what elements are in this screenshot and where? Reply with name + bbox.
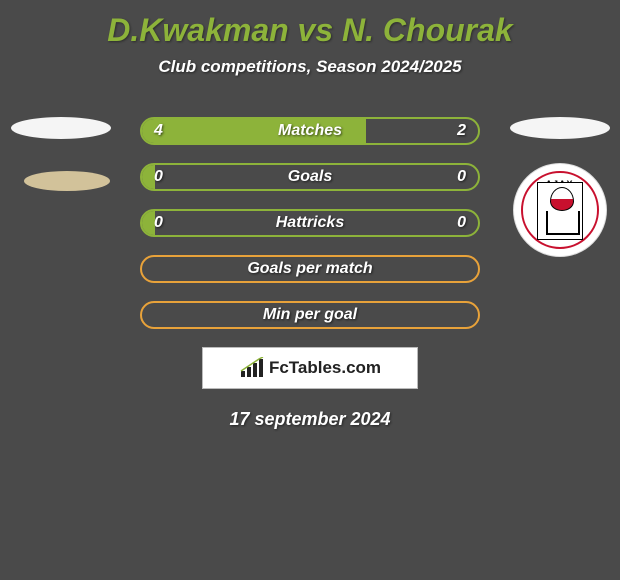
stat-value-left: 0 <box>154 165 163 189</box>
stat-value-right: 0 <box>457 211 466 235</box>
stat-row: 42Matches <box>140 117 480 145</box>
stat-value-right: 0 <box>457 165 466 189</box>
decor-ellipse <box>24 171 110 191</box>
bar-fill-right <box>155 165 478 189</box>
right-player-decor: AJAX <box>507 117 612 257</box>
stat-row: Min per goal <box>140 301 480 329</box>
ajax-badge-icon: AJAX <box>521 171 599 249</box>
stat-row: 00Goals <box>140 163 480 191</box>
stat-value-right: 2 <box>457 119 466 143</box>
logo-text: FcTables.com <box>269 358 381 378</box>
subtitle: Club competitions, Season 2024/2025 <box>0 57 620 77</box>
left-player-decor <box>8 117 113 191</box>
bar-chart-icon <box>239 357 267 379</box>
chart-area: AJAX 42Matches00Goals00HattricksGoals pe… <box>0 117 620 329</box>
decor-ellipse <box>510 117 610 139</box>
comparison-bars: 42Matches00Goals00HattricksGoals per mat… <box>140 117 480 329</box>
date-line: 17 september 2024 <box>0 409 620 430</box>
bar-fill-right <box>142 303 478 327</box>
badge-portrait-icon <box>537 182 583 240</box>
club-badge: AJAX <box>513 163 607 257</box>
page-title: D.Kwakman vs N. Chourak <box>0 0 620 49</box>
stat-row: 00Hattricks <box>140 209 480 237</box>
bar-fill-left <box>142 119 366 143</box>
bar-fill-right <box>142 257 478 281</box>
bar-fill-right <box>155 211 478 235</box>
decor-ellipse <box>11 117 111 139</box>
stat-value-left: 0 <box>154 211 163 235</box>
logo-box: FcTables.com <box>202 347 418 389</box>
stat-row: Goals per match <box>140 255 480 283</box>
stat-value-left: 4 <box>154 119 163 143</box>
fctables-logo: FcTables.com <box>239 357 381 379</box>
